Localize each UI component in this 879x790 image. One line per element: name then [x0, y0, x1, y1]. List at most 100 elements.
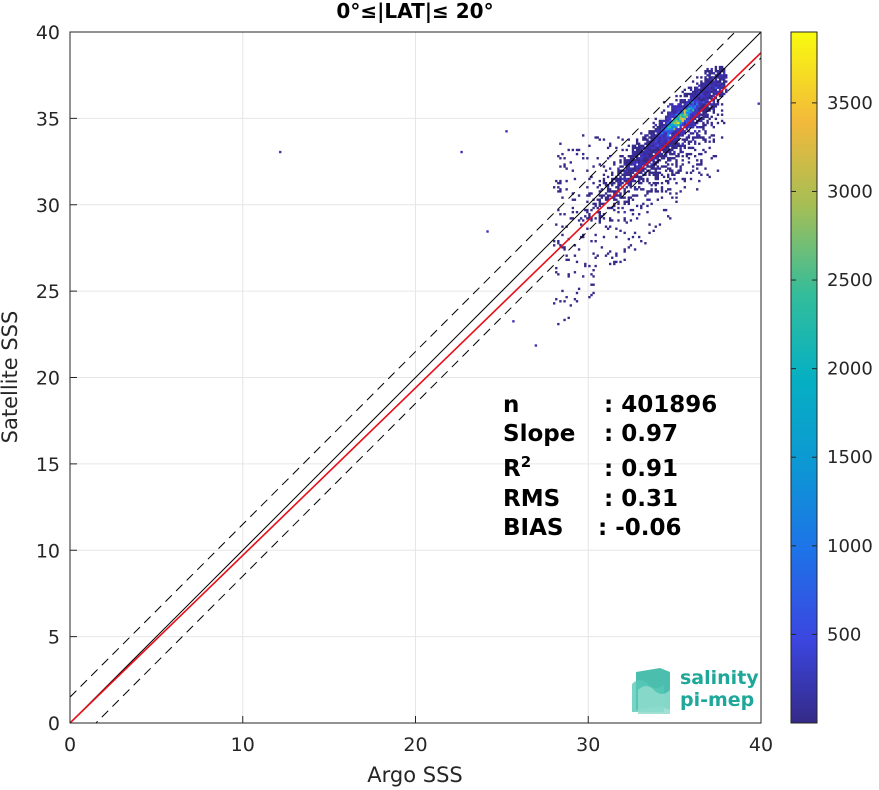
heatmap-cell: [685, 121, 689, 125]
heatmap-cell: [646, 204, 649, 208]
heatmap-cell: [693, 113, 697, 116]
heatmap-cell: [563, 165, 566, 168]
heatmap-cell: [598, 200, 601, 203]
heatmap-cell: [687, 117, 691, 121]
y-tick-label: 15: [36, 454, 60, 476]
heatmap-cell: [652, 142, 655, 145]
heatmap-cell: [656, 144, 660, 148]
heatmap-cell: [635, 167, 639, 170]
heatmap-cell: [611, 177, 614, 181]
heatmap-cell: [718, 92, 722, 96]
heatmap-cell: [710, 103, 713, 106]
heatmap-cell: [598, 184, 601, 187]
heatmap-cell: [656, 167, 660, 170]
heatmap-cell: [567, 148, 570, 152]
heatmap-cell: [642, 167, 645, 170]
heatmap-cell: [683, 123, 686, 127]
heatmap-cell: [627, 200, 631, 203]
heatmap-cell: [579, 235, 583, 239]
heatmap-cell: [677, 107, 680, 110]
heatmap-cell: [646, 165, 649, 168]
heatmap-cell: [619, 179, 622, 183]
heatmap-cell: [667, 173, 670, 177]
heatmap-cell: [696, 121, 699, 125]
heatmap-cell: [712, 107, 716, 110]
heatmap-cell: [708, 86, 711, 89]
heatmap-cell: [689, 109, 693, 112]
heatmap-cell: [671, 146, 674, 150]
heatmap-cell: [590, 219, 593, 222]
outlier-cell: [460, 150, 463, 154]
heatmap-cell: [693, 148, 697, 152]
heatmap-cell: [685, 94, 689, 98]
heatmap-cell: [710, 123, 713, 127]
heatmap-cell: [592, 269, 595, 272]
heatmap-cell: [698, 94, 701, 98]
heatmap-cell: [559, 165, 562, 168]
heatmap-cell: [642, 157, 645, 160]
heatmap-cell: [681, 150, 684, 154]
heatmap-cell: [704, 92, 707, 96]
heatmap-cell: [633, 179, 637, 183]
heatmap-cell: [638, 165, 641, 168]
heatmap-cell: [631, 177, 635, 181]
heatmap-cell: [691, 123, 695, 127]
heatmap-cell: [693, 99, 697, 102]
heatmap-cell: [687, 140, 691, 143]
heatmap-cell: [638, 171, 641, 174]
heatmap-cell: [687, 86, 691, 89]
heatmap-cell: [675, 94, 678, 98]
heatmap-cell: [625, 173, 628, 177]
heatmap-cell: [598, 204, 601, 208]
heatmap-cell: [654, 157, 657, 160]
y-tick-label: 20: [36, 368, 60, 390]
heatmap-cell: [642, 179, 645, 183]
heatmap-cell: [689, 107, 693, 110]
heatmap-cell: [702, 125, 705, 129]
heatmap-cell: [706, 99, 709, 102]
heatmap-cell: [679, 99, 682, 102]
heatmap-cell: [646, 198, 649, 201]
heatmap-cell: [654, 142, 657, 145]
heatmap-cell: [598, 202, 601, 206]
heatmap-cell: [679, 144, 682, 148]
heatmap-cell: [702, 111, 705, 114]
heatmap-cell: [650, 138, 653, 141]
heatmap-cell: [615, 194, 618, 197]
heatmap-cell: [683, 132, 686, 135]
heatmap-cell: [700, 173, 703, 177]
heatmap-cell: [698, 134, 701, 137]
heatmap-cell: [718, 88, 722, 92]
heatmap-cell: [667, 150, 670, 154]
heatmap-cell: [714, 74, 718, 77]
heatmap-cell: [615, 252, 618, 255]
heatmap-cell: [654, 167, 657, 170]
heatmap-cell: [704, 123, 707, 127]
heatmap-cell: [691, 96, 695, 100]
colorbar-tick-label: 500: [827, 624, 861, 645]
heatmap-cell: [617, 186, 620, 189]
heatmap-cell: [710, 67, 713, 71]
heatmap-cell: [625, 169, 628, 172]
heatmap-cell: [598, 179, 601, 183]
heatmap-cell: [712, 80, 716, 83]
heatmap-cell: [679, 107, 682, 110]
heatmap-cell: [633, 165, 637, 168]
heatmap-cell: [650, 134, 653, 137]
heatmap-cell: [648, 190, 651, 193]
heatmap-cell: [646, 190, 649, 193]
heatmap-cell: [625, 221, 628, 224]
heatmap-cell: [662, 119, 666, 123]
heatmap-cell: [706, 90, 709, 94]
stat-label: BIAS: [503, 515, 563, 541]
heatmap-cell: [685, 128, 689, 131]
heatmap-cell: [656, 154, 660, 158]
heatmap-cell: [667, 105, 670, 108]
heatmap-cell: [722, 78, 726, 81]
heatmap-cell: [710, 78, 713, 81]
heatmap-cell: [704, 130, 707, 133]
heatmap-cell: [648, 173, 651, 177]
heatmap-cell: [575, 260, 579, 264]
heatmap-cell: [702, 148, 705, 152]
heatmap-cell: [640, 157, 643, 160]
